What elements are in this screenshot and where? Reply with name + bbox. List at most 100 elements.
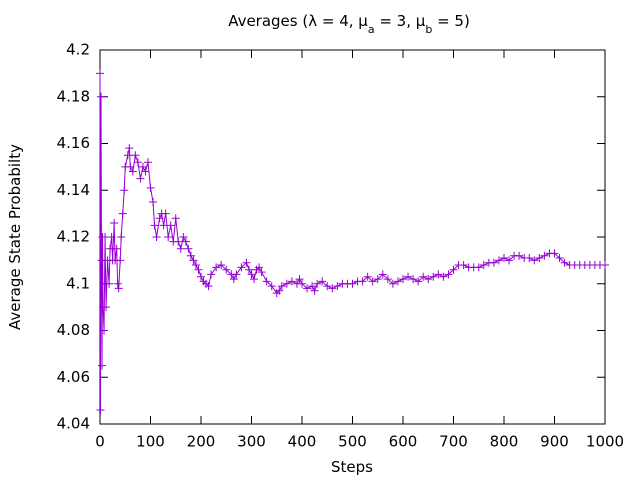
data-point bbox=[444, 270, 453, 279]
data-point bbox=[323, 282, 332, 291]
x-axis-label: Steps bbox=[331, 458, 373, 476]
data-point bbox=[97, 92, 106, 101]
y-axis-label: Average State Probabilty bbox=[6, 144, 24, 330]
data-point bbox=[388, 279, 397, 288]
data-point bbox=[328, 284, 337, 293]
data-point bbox=[102, 303, 111, 312]
data-point bbox=[489, 258, 498, 267]
data-point bbox=[363, 272, 372, 281]
data-point bbox=[174, 237, 183, 246]
data-point bbox=[222, 265, 231, 274]
data-point bbox=[100, 326, 109, 335]
data-point bbox=[399, 275, 407, 284]
data-point bbox=[166, 221, 175, 230]
data-point bbox=[242, 258, 251, 267]
data-point bbox=[310, 286, 319, 295]
data-point bbox=[116, 256, 125, 265]
x-tick-label: 900 bbox=[540, 433, 569, 451]
data-point bbox=[107, 233, 116, 241]
data-point bbox=[114, 284, 123, 293]
data-point bbox=[500, 254, 508, 263]
data-point bbox=[247, 270, 256, 279]
data-point bbox=[250, 275, 259, 284]
data-point bbox=[298, 279, 306, 288]
plot-frame bbox=[99, 49, 606, 425]
data-point bbox=[149, 197, 158, 206]
data-point bbox=[96, 405, 105, 414]
data-point bbox=[118, 209, 127, 218]
data-point bbox=[560, 258, 569, 267]
y-tick-label: 4.08 bbox=[57, 321, 90, 339]
data-point bbox=[479, 261, 488, 270]
data-point bbox=[275, 286, 284, 295]
data-point bbox=[555, 254, 564, 263]
data-point bbox=[535, 254, 544, 263]
data-point bbox=[255, 263, 264, 272]
data-point bbox=[262, 277, 271, 286]
y-tick-label: 4.2 bbox=[66, 41, 90, 59]
data-point bbox=[179, 233, 188, 241]
data-point bbox=[601, 261, 609, 270]
title-text: = 5) bbox=[432, 12, 470, 30]
x-tick-label: 0 bbox=[95, 433, 105, 451]
data-point bbox=[126, 162, 135, 171]
data-point bbox=[204, 282, 213, 291]
data-point bbox=[171, 214, 180, 223]
x-tick-label: 500 bbox=[338, 433, 367, 451]
data-point bbox=[125, 144, 134, 153]
data-point bbox=[96, 69, 104, 78]
data-point bbox=[474, 263, 483, 272]
data-point bbox=[186, 251, 195, 260]
data-point bbox=[98, 361, 107, 370]
data-point bbox=[282, 279, 291, 288]
data-point bbox=[303, 284, 312, 293]
data-point bbox=[287, 277, 296, 286]
data-point bbox=[237, 263, 246, 272]
data-point bbox=[155, 214, 164, 223]
data-point bbox=[161, 209, 170, 218]
data-point bbox=[184, 244, 193, 253]
y-tick-label: 4.04 bbox=[57, 415, 90, 433]
data-point bbox=[295, 275, 304, 284]
data-point bbox=[141, 167, 150, 176]
data-point bbox=[191, 261, 200, 270]
data-point bbox=[530, 256, 539, 265]
title-subscript: a bbox=[368, 23, 375, 36]
data-point bbox=[277, 282, 286, 291]
data-point bbox=[378, 270, 387, 279]
data-point bbox=[515, 251, 524, 260]
title-text: = 3, μ bbox=[375, 12, 426, 30]
data-point bbox=[393, 277, 402, 286]
data-point bbox=[138, 162, 147, 171]
data-point bbox=[550, 249, 559, 258]
data-point bbox=[244, 265, 253, 274]
data-point bbox=[540, 251, 549, 260]
data-point bbox=[267, 282, 276, 291]
data-point bbox=[133, 158, 142, 167]
data-point bbox=[212, 263, 221, 272]
x-tick-label: 800 bbox=[490, 433, 519, 451]
x-tick-label: 100 bbox=[136, 433, 165, 451]
data-point bbox=[232, 270, 241, 279]
data-point bbox=[146, 183, 155, 192]
data-point bbox=[143, 158, 152, 167]
data-point bbox=[164, 233, 173, 241]
data-point bbox=[176, 244, 185, 253]
data-point bbox=[368, 277, 377, 286]
data-point bbox=[128, 167, 137, 176]
data-point bbox=[123, 151, 132, 160]
data-point bbox=[159, 221, 168, 230]
data-point bbox=[373, 275, 382, 284]
data-point bbox=[105, 279, 114, 288]
data-point bbox=[383, 275, 392, 284]
y-tick-label: 4.14 bbox=[57, 181, 90, 199]
data-point bbox=[131, 151, 140, 160]
data-point bbox=[217, 261, 226, 270]
data-point bbox=[525, 254, 534, 263]
data-point bbox=[110, 218, 119, 227]
data-point bbox=[112, 244, 121, 253]
y-tick-label: 4.12 bbox=[57, 228, 90, 246]
data-point bbox=[120, 186, 129, 195]
